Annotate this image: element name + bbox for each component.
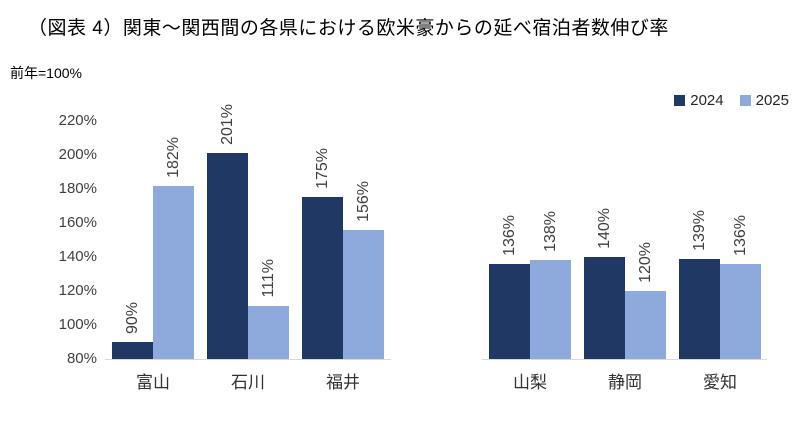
- bar-2024-g1c0: [489, 264, 530, 359]
- data-label-2025-g0c1: 111%: [260, 259, 277, 298]
- data-label-2024-g1c1: 140%: [596, 208, 613, 249]
- category-label-g0c1: 石川: [231, 373, 265, 392]
- legend-swatch-2024: [674, 95, 686, 106]
- y-tick-label-80: 80%: [66, 350, 97, 367]
- bar-2025-g1c1: [625, 291, 666, 359]
- category-label-g1c2: 愛知: [703, 373, 737, 392]
- data-label-2025-g1c2: 136%: [732, 215, 749, 256]
- axis-unit-note: 前年=100%: [10, 65, 82, 81]
- y-tick-label-200: 200%: [58, 146, 97, 163]
- chart-title: （図表 4）関東～関西間の各県における欧米豪からの延べ宿泊者数伸び率: [28, 18, 669, 39]
- category-label-g0c0: 富山: [136, 373, 170, 392]
- bar-2024-g1c2: [679, 259, 720, 359]
- y-tick-label-140: 140%: [58, 248, 97, 265]
- plot-area-1: 136% 138% 140% 120% 139% 136%: [482, 121, 767, 360]
- data-label-2024-g1c2: 139%: [691, 210, 708, 251]
- data-label-2025-g1c1: 120%: [637, 242, 654, 283]
- category-label-g1c0: 山梨: [513, 373, 547, 392]
- y-tick-label-220: 220%: [58, 112, 97, 129]
- bar-2024-g0c1: [207, 153, 248, 359]
- legend: 2024 2025: [674, 92, 789, 109]
- category-label-g0c2: 福井: [326, 373, 360, 392]
- legend-item-2025: 2025: [739, 92, 789, 109]
- y-tick-label-180: 180%: [58, 180, 97, 197]
- bar-2025-g0c0: [153, 186, 194, 359]
- y-tick-label-120: 120%: [58, 282, 97, 299]
- data-label-2025-g0c2: 156%: [355, 181, 372, 222]
- data-label-2024-g0c1: 201%: [219, 104, 236, 145]
- data-label-2024-g0c0: 90%: [124, 301, 141, 334]
- data-label-2025-g1c0: 138%: [542, 211, 559, 252]
- legend-swatch-2025: [739, 95, 751, 106]
- bar-2025-g1c0: [530, 260, 571, 359]
- category-label-g1c1: 静岡: [608, 373, 642, 392]
- bar-2025-g0c2: [343, 230, 384, 359]
- bar-2025-g0c1: [248, 306, 289, 359]
- legend-label-2025: 2025: [755, 92, 789, 109]
- data-label-2024-g1c0: 136%: [501, 215, 518, 256]
- bar-2024-g0c0: [112, 342, 153, 359]
- y-tick-label-160: 160%: [58, 214, 97, 231]
- y-tick-label-100: 100%: [58, 316, 97, 333]
- plot-area-0: 90% 182% 201% 111% 175% 156%: [105, 104, 391, 360]
- bar-2024-g1c1: [584, 257, 625, 359]
- legend-item-2024: 2024: [674, 92, 724, 109]
- data-label-2024-g0c2: 175%: [314, 148, 331, 189]
- legend-label-2024: 2024: [690, 92, 724, 109]
- bar-2024-g0c2: [302, 197, 343, 359]
- bar-2025-g1c2: [720, 264, 761, 359]
- data-label-2025-g0c0: 182%: [165, 137, 182, 178]
